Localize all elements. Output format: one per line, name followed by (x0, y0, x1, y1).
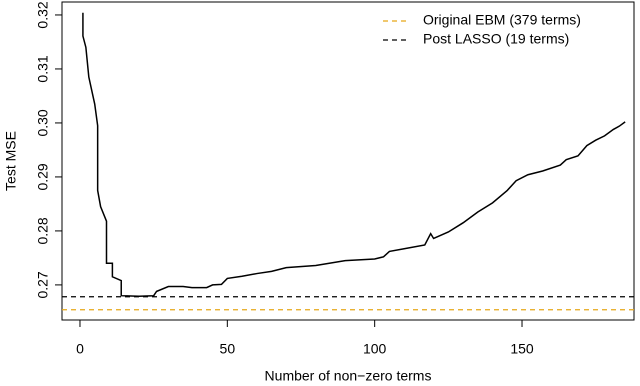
y-tick-label: 0.32 (35, 1, 51, 28)
y-axis-label: Test MSE (3, 131, 19, 191)
x-tick-label: 0 (76, 341, 84, 357)
data-line (82, 12, 626, 297)
y-tick-label: 0.29 (35, 163, 51, 190)
y-tick-label: 0.27 (35, 271, 51, 298)
plot-box (61, 1, 635, 321)
legend-label: Original EBM (379 terms) (423, 12, 581, 28)
legend-label: Post LASSO (19 terms) (423, 31, 569, 47)
x-tick-label: 50 (220, 341, 236, 357)
y-tick-label: 0.28 (35, 217, 51, 244)
y-tick-label: 0.31 (35, 55, 51, 82)
x-tick-label: 150 (510, 341, 534, 357)
y-tick-label: 0.30 (35, 109, 51, 136)
x-tick-label: 100 (363, 341, 387, 357)
x-axis-label: Number of non−zero terms (265, 368, 432, 384)
